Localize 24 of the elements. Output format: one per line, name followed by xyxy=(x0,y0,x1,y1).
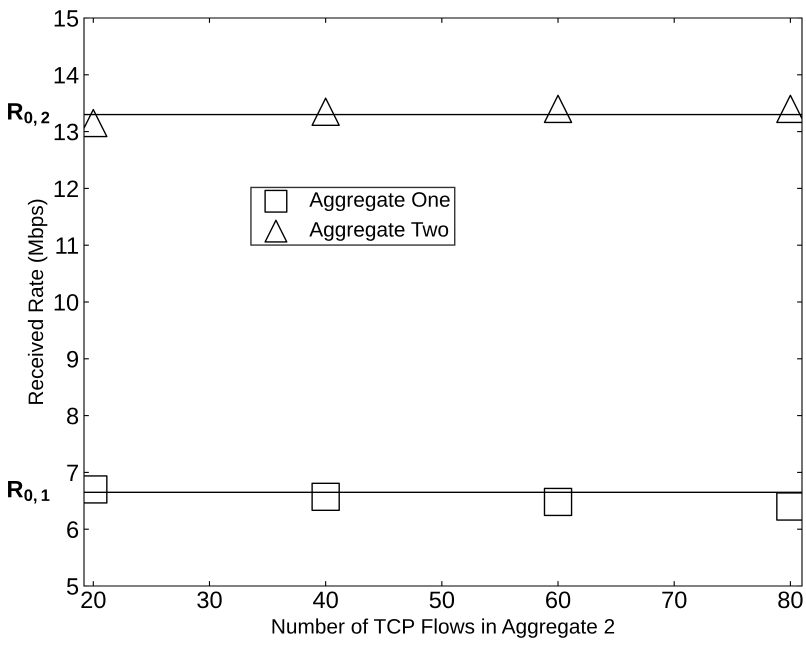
x-tick-label: 70 xyxy=(662,591,686,608)
x-tick-label: 30 xyxy=(197,591,222,608)
y-tick-label: 7 xyxy=(67,464,78,481)
y-axis-title: Received Rate (Mbps) xyxy=(28,200,48,404)
legend-label: Aggregate One xyxy=(309,192,450,212)
y-tick-label: 8 xyxy=(67,408,78,424)
y-tick-label: 14 xyxy=(54,67,78,84)
x-tick-label: 60 xyxy=(546,591,570,608)
ref-line-label: R$_{0,2}$ xyxy=(8,103,50,126)
x-axis-title: Number of TCP Flows in Aggregate 2 xyxy=(272,618,614,638)
y-tick-label: 9 xyxy=(67,350,78,368)
x-tick-label: 20 xyxy=(81,591,106,608)
y-tick-label: 12 xyxy=(54,180,78,197)
legend-label: Aggregate Two xyxy=(309,222,448,241)
y-tick-label: 13 xyxy=(54,124,78,140)
y-tick-label: 11 xyxy=(56,238,78,254)
x-tick-label: 50 xyxy=(430,591,454,608)
y-tick-label: 6 xyxy=(67,521,78,538)
y-tick-label: 15 xyxy=(54,10,78,27)
ref-line-label: R$_{0,1}$ xyxy=(8,480,50,504)
y-tick-label: 5 xyxy=(66,578,78,595)
y-tick-label: 10 xyxy=(54,294,78,311)
x-tick-label: 80 xyxy=(778,591,803,608)
x-tick-label: 40 xyxy=(313,591,338,608)
